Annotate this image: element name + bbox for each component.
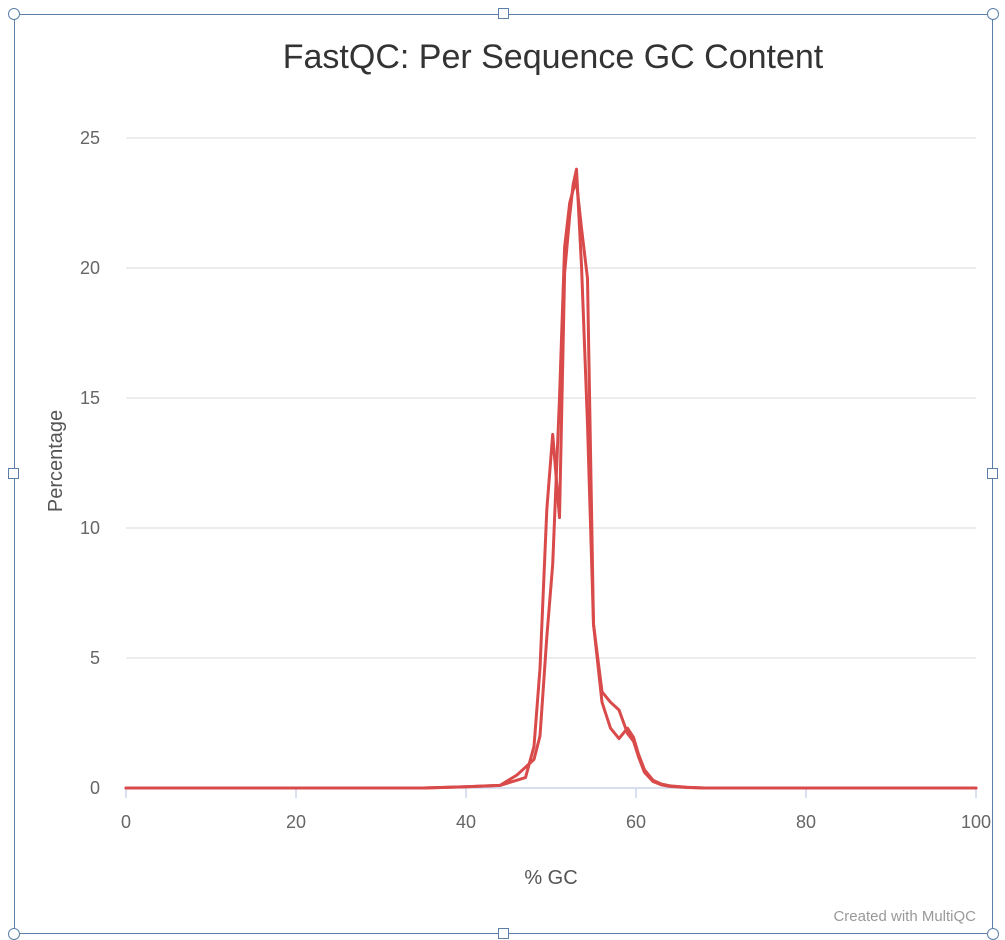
y-tick-labels: 0 5 10 15 20 25 <box>80 128 100 798</box>
series-line-2[interactable] <box>124 180 978 790</box>
x-tick-label: 0 <box>121 812 131 832</box>
y-axis-title: Percentage <box>45 410 67 512</box>
y-tick-label: 10 <box>80 518 100 538</box>
resize-handle-left[interactable] <box>8 468 19 479</box>
y-tick-label: 5 <box>90 648 100 668</box>
grid <box>126 137 976 659</box>
resize-handle-right[interactable] <box>987 468 998 479</box>
series-line-1[interactable] <box>124 167 978 790</box>
x-tick-label: 80 <box>796 812 816 832</box>
x-tick-label: 40 <box>456 812 476 832</box>
x-tick-label: 60 <box>626 812 646 832</box>
series-lines <box>124 167 978 790</box>
x-tick-label: 100 <box>961 812 991 832</box>
multiqc-credit[interactable]: Created with MultiQC <box>833 908 976 925</box>
y-tick-label: 15 <box>80 388 100 408</box>
x-axis-title: % GC <box>524 867 577 889</box>
chart-title: FastQC: Per Sequence GC Content <box>283 38 824 76</box>
resize-handle-top-right[interactable] <box>987 8 999 20</box>
x-axis: 0 20 40 60 80 100 <box>121 787 991 832</box>
resize-handle-top-left[interactable] <box>8 8 20 20</box>
resize-handle-top[interactable] <box>498 8 509 19</box>
x-tick-label: 20 <box>286 812 306 832</box>
y-tick-label: 25 <box>80 128 100 148</box>
resize-handle-bottom[interactable] <box>498 928 509 939</box>
y-tick-label: 20 <box>80 258 100 278</box>
y-tick-label: 0 <box>90 778 100 798</box>
